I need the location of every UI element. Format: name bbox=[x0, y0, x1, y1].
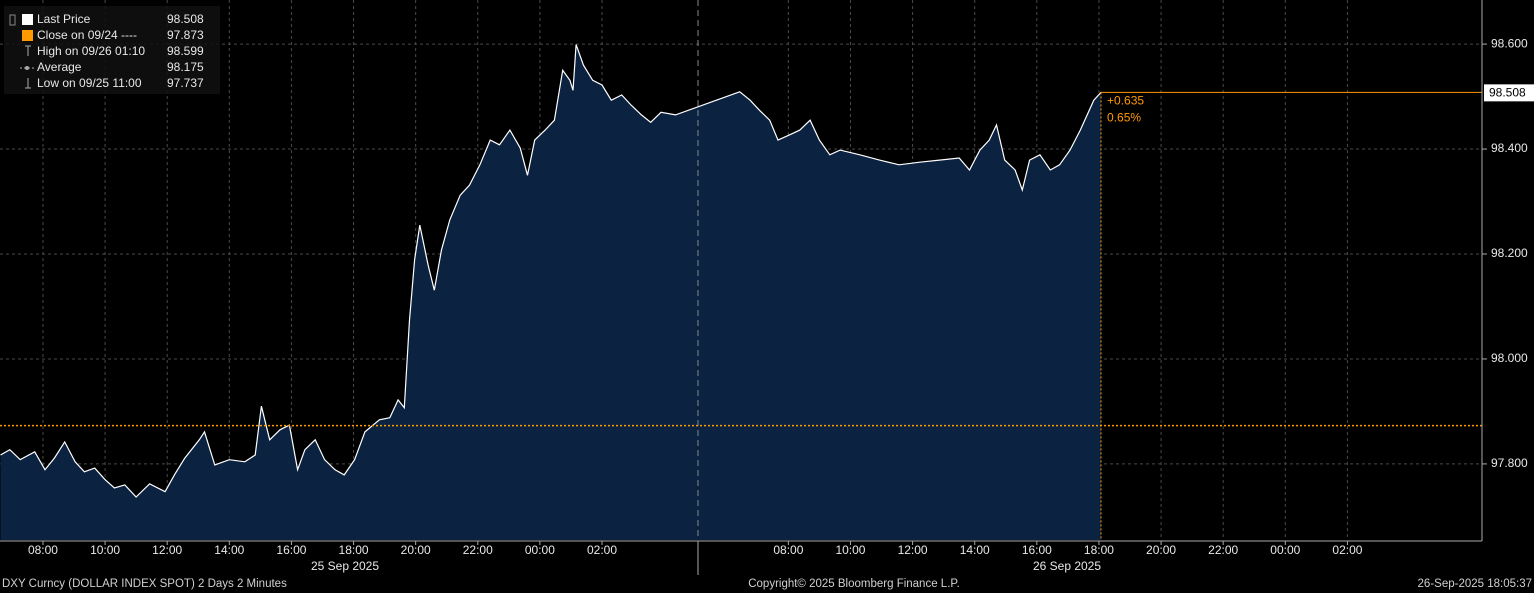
last-price-tag-label: 98.508 bbox=[1489, 86, 1526, 100]
x-tick-label: 10:00 bbox=[835, 543, 865, 557]
legend-swatch bbox=[22, 14, 33, 25]
legend: Last Price 98.508 Close on 09/24 ---- 97… bbox=[4, 6, 220, 94]
plot: +0.635 0.65% bbox=[0, 44, 1482, 540]
legend-icon bbox=[25, 45, 31, 56]
legend-collapse bbox=[9, 14, 16, 26]
change-label: +0.635 bbox=[1107, 94, 1144, 108]
x-tick-label: 14:00 bbox=[960, 543, 990, 557]
legend-label: High on 09/26 01:10 bbox=[37, 44, 145, 58]
legend-icon bbox=[25, 66, 29, 70]
x-tick-label: 20:00 bbox=[401, 543, 431, 557]
last-price-tag bbox=[1484, 84, 1534, 102]
price-line bbox=[0, 44, 1102, 498]
legend-value: 97.737 bbox=[167, 76, 204, 90]
footer-copyright: Copyright© 2025 Bloomberg Finance L.P. bbox=[748, 578, 960, 590]
legend-icon bbox=[25, 78, 31, 89]
legend-value: 98.599 bbox=[167, 44, 204, 58]
y-tick-label: 98.400 bbox=[1491, 141, 1528, 155]
x-tick-label: 12:00 bbox=[898, 543, 928, 557]
y-tick-label: 98.600 bbox=[1491, 36, 1528, 50]
x-tick-label: 22:00 bbox=[463, 543, 493, 557]
legend-label: Last Price bbox=[37, 12, 91, 26]
x-tick-label: 16:00 bbox=[276, 543, 306, 557]
legend-value: 97.873 bbox=[167, 28, 204, 42]
x-tick-label: 00:00 bbox=[1270, 543, 1300, 557]
change-pct-label: 0.65% bbox=[1107, 111, 1141, 125]
day-label: 26 Sep 2025 bbox=[1033, 559, 1101, 573]
x-tick-label: 22:00 bbox=[1208, 543, 1238, 557]
day-label: 25 Sep 2025 bbox=[311, 559, 379, 573]
axes: 98.600 98.400 98.200 98.000 97.800 08:00 10:00… bbox=[28, 36, 1534, 557]
y-tick-label: 98.200 bbox=[1491, 246, 1528, 260]
footer-security: DXY Curncy (DOLLAR INDEX SPOT) 2 Days 2 … bbox=[2, 578, 287, 590]
x-tick-label: 14:00 bbox=[214, 543, 244, 557]
x-tick-label: 00:00 bbox=[525, 543, 555, 557]
footer-timestamp: 26-Sep-2025 18:05:37 bbox=[1418, 578, 1532, 590]
x-tick-label: 18:00 bbox=[339, 543, 369, 557]
legend-label: Low on 09/25 11:00 bbox=[37, 76, 142, 90]
legend-label: Close on 09/24 ---- bbox=[37, 28, 137, 42]
x-tick-label: 16:00 bbox=[1022, 543, 1052, 557]
legend-value: 98.175 bbox=[167, 60, 204, 74]
x-tick-label: 08:00 bbox=[28, 543, 58, 557]
x-tick-label: 10:00 bbox=[90, 543, 120, 557]
x-tick-label: 20:00 bbox=[1146, 543, 1176, 557]
area bbox=[0, 44, 1101, 540]
x-tick-label: 18:00 bbox=[1084, 543, 1114, 557]
legend-box bbox=[4, 6, 220, 94]
x-tick-label: 02:00 bbox=[587, 543, 617, 557]
legend-label: Average bbox=[37, 60, 82, 74]
x-tick-label: 12:00 bbox=[152, 543, 182, 557]
x-tick-label: 02:00 bbox=[1332, 543, 1362, 557]
y-tick-label: 98.000 bbox=[1491, 351, 1528, 365]
legend-swatch bbox=[22, 30, 33, 41]
legend-value: 98.508 bbox=[167, 12, 204, 26]
x-tick-label: 08:00 bbox=[773, 543, 803, 557]
y-tick-label: 97.800 bbox=[1491, 456, 1528, 470]
